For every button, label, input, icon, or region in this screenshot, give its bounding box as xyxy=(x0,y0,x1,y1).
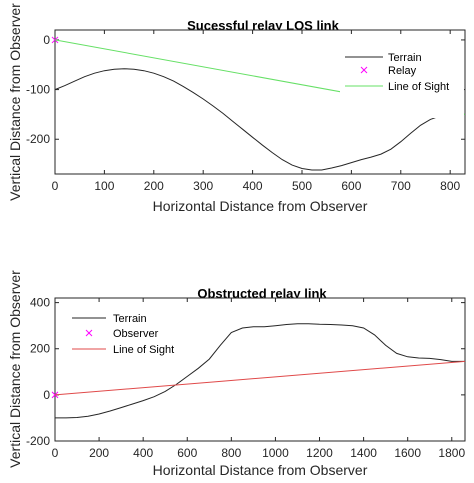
legend-label-line-of-sight: Line of Sight xyxy=(388,81,449,93)
legend: Terrain Relay Line of Sight xyxy=(340,48,464,118)
y-tick-label: 0 xyxy=(43,33,50,47)
x-tick-label: 0 xyxy=(52,446,59,460)
legend-box xyxy=(340,48,464,118)
legend-swatch-relay xyxy=(360,66,368,74)
legend-label-terrain: Terrain xyxy=(388,52,422,64)
x-tick-label: 1000 xyxy=(262,446,289,460)
series-line-line-of-sight xyxy=(54,360,466,396)
y-axis-label: Vertical Distance from Observer xyxy=(7,270,23,468)
x-tick-label: 100 xyxy=(94,179,114,193)
legend-label-terrain: Terrain xyxy=(113,313,147,325)
series-line-terrain xyxy=(54,68,465,171)
tick-group: 0 100 200 300 400 500 600 700 800 0 -100 -200 xyxy=(26,30,465,193)
x-tick-label: 1400 xyxy=(350,446,377,460)
y-axis-label: Vertical Distance from Observer xyxy=(7,3,23,201)
tick-group: 0 200 400 600 800 1000 1200 1400 1600 1800 400 200 0… xyxy=(26,296,465,460)
x-tick-label: 700 xyxy=(391,179,411,193)
x-tick-label: 800 xyxy=(440,179,460,193)
chart-title: Obstructed relay link xyxy=(197,286,327,301)
x-tick-label: 1200 xyxy=(306,446,333,460)
legend-swatch-observer xyxy=(85,329,93,337)
legend-box xyxy=(62,310,178,362)
x-tick-label: 1800 xyxy=(438,446,465,460)
y-tick-label: -200 xyxy=(26,434,50,448)
chart-title: Sucessful relay LOS link xyxy=(187,18,339,33)
y-tick-label: 0 xyxy=(43,388,50,402)
series-line-terrain xyxy=(55,323,465,419)
x-axis-label: Horizontal Distance from Observer xyxy=(153,462,368,478)
x-tick-label: 200 xyxy=(144,179,164,193)
chart-obstructed-relay: Obstructed relay link 0 200 400 600 800 1000 1… xyxy=(7,270,466,478)
x-tick-label: 600 xyxy=(177,446,197,460)
legend-label-observer: Observer xyxy=(113,328,159,340)
x-tick-label: 400 xyxy=(133,446,153,460)
y-tick-label: -100 xyxy=(26,83,50,97)
series-group xyxy=(51,323,466,419)
x-tick-label: 600 xyxy=(341,179,361,193)
y-tick-label: -200 xyxy=(26,132,50,146)
legend-label-relay: Relay xyxy=(388,65,417,77)
y-tick-label: 400 xyxy=(30,296,50,310)
x-tick-label: 0 xyxy=(52,179,59,193)
chart-successful-relay: Sucessful relay LOS link 0 100 200 300 400 50… xyxy=(7,3,466,214)
x-tick-label: 200 xyxy=(89,446,109,460)
legend: Terrain Observer Line of Sight xyxy=(62,310,178,362)
x-axis-label: Horizontal Distance from Observer xyxy=(153,198,368,214)
y-tick-label: 200 xyxy=(30,342,50,356)
x-tick-label: 800 xyxy=(221,446,241,460)
x-tick-label: 400 xyxy=(243,179,263,193)
x-tick-label: 500 xyxy=(292,179,312,193)
x-tick-label: 1600 xyxy=(394,446,421,460)
x-tick-label: 300 xyxy=(193,179,213,193)
legend-label-line-of-sight: Line of Sight xyxy=(113,344,174,356)
